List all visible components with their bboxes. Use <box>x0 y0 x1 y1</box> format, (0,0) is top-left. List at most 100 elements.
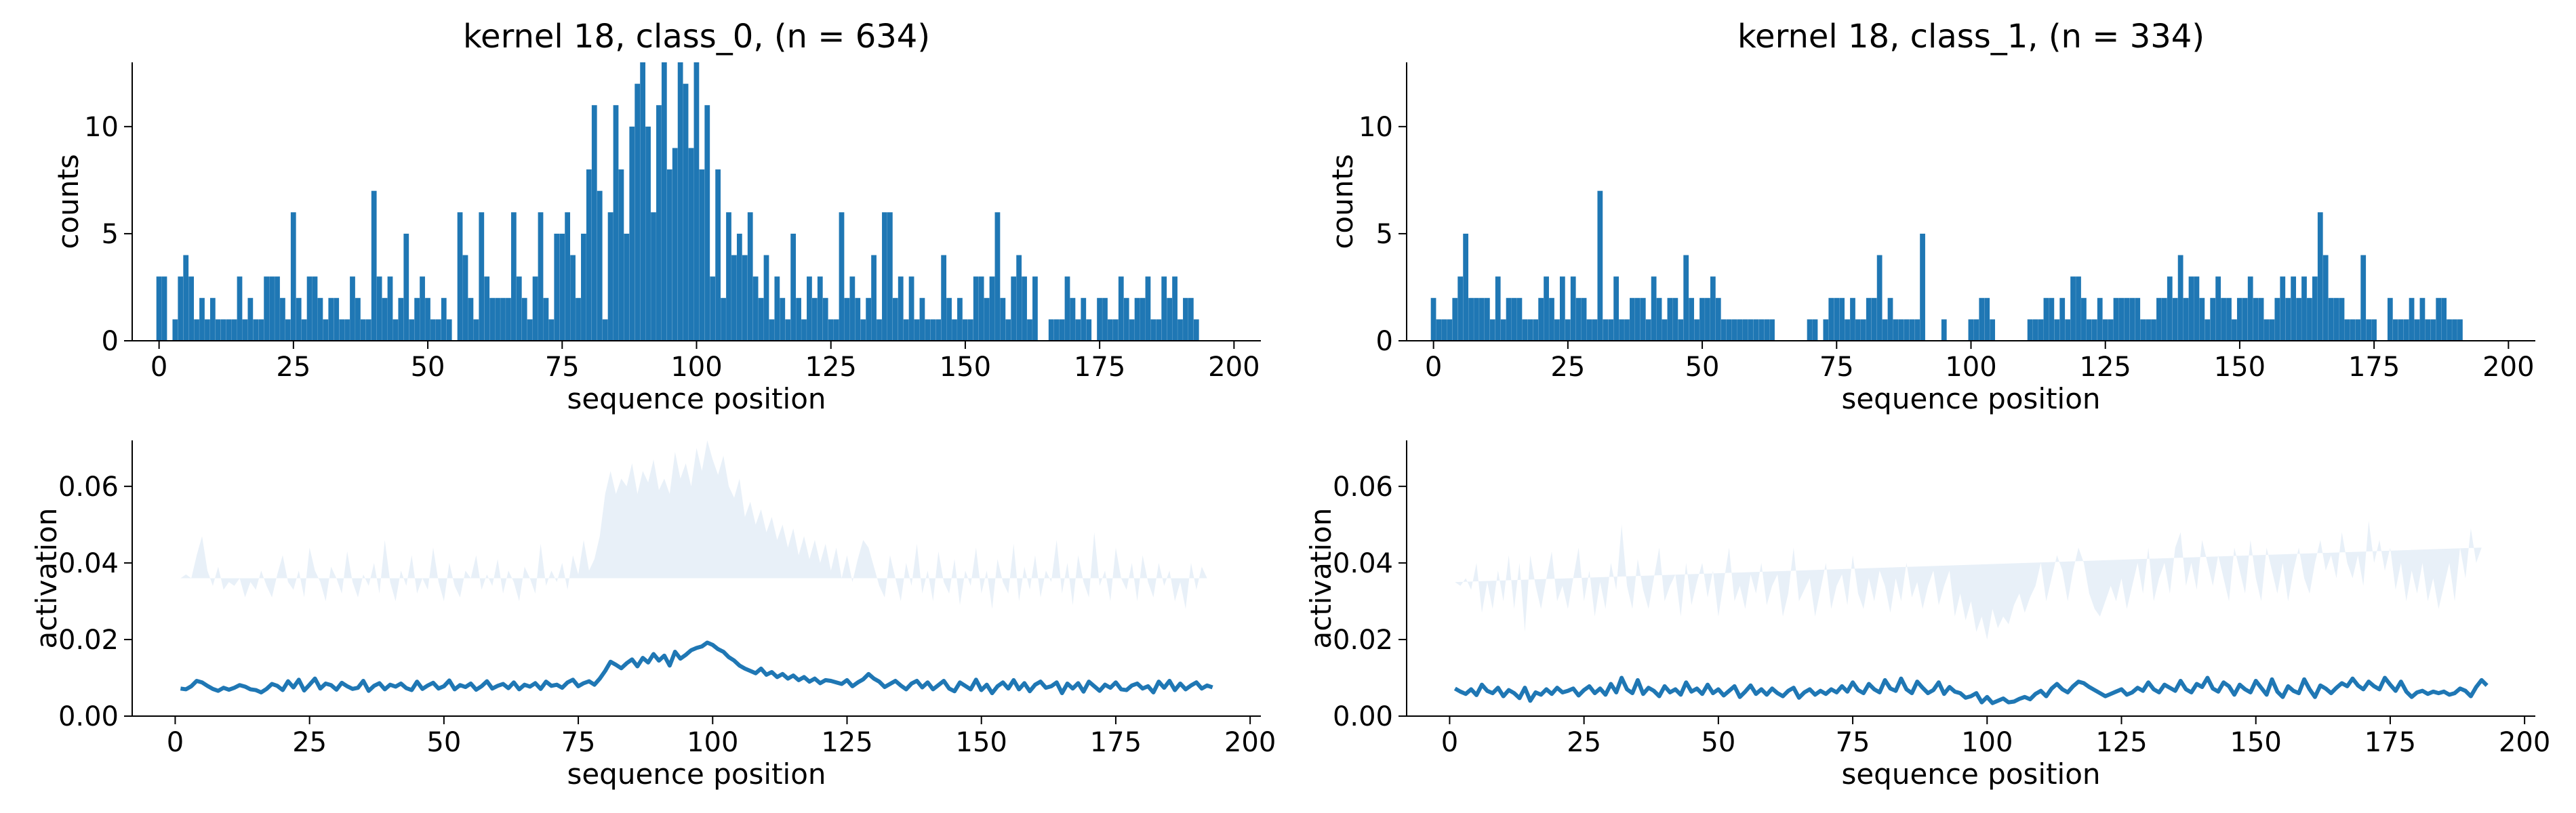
bar <box>844 297 850 341</box>
bar <box>994 212 1001 341</box>
bar <box>2054 319 2060 341</box>
bar <box>2307 297 2312 341</box>
bar <box>1845 319 1850 341</box>
bar <box>1081 297 1087 341</box>
bar <box>624 233 630 341</box>
bar <box>1064 276 1070 341</box>
bar <box>2371 319 2377 341</box>
bar <box>306 276 313 341</box>
bar <box>409 319 415 341</box>
chart-panel-1: 0 25 50 75 100 125 150 175 200 0 5 10 kernel 18, cla… <box>1326 18 2535 415</box>
bar <box>2301 276 2307 341</box>
bar <box>355 297 361 341</box>
bar <box>2457 319 2463 341</box>
bar <box>1161 276 1167 341</box>
bar <box>1053 319 1060 341</box>
bar <box>892 297 898 341</box>
bar <box>651 212 656 341</box>
x-tick-label: 25 <box>1550 352 1585 383</box>
bar <box>1145 276 1151 341</box>
bar <box>2328 297 2334 341</box>
bar <box>226 319 232 341</box>
bar <box>188 276 195 341</box>
bar <box>2447 319 2452 341</box>
bar <box>1575 297 1582 341</box>
bar <box>957 297 963 341</box>
bar <box>548 319 555 341</box>
x-tick-label: 100 <box>687 727 738 758</box>
bar <box>350 276 355 341</box>
bar <box>393 319 399 341</box>
x-tick-label: 125 <box>805 352 857 383</box>
bar <box>1489 319 1495 341</box>
bar <box>871 255 877 341</box>
bar <box>877 319 882 341</box>
bar <box>774 276 780 341</box>
bar <box>925 319 931 341</box>
bar <box>183 255 189 341</box>
bar <box>887 212 893 341</box>
bar <box>2188 276 2194 341</box>
bar <box>1506 297 1512 341</box>
bar <box>618 169 624 341</box>
bar <box>1463 233 1469 341</box>
bar <box>1737 319 1743 341</box>
bar <box>1086 319 1092 341</box>
y-tick-label: 0.06 <box>58 472 119 503</box>
bar <box>2366 319 2372 341</box>
bar <box>1968 319 1974 341</box>
bar <box>2322 255 2329 341</box>
mean-line <box>1453 675 2489 705</box>
bar <box>758 297 764 341</box>
bar <box>790 233 797 341</box>
bar <box>1694 319 1699 341</box>
bar <box>1565 319 1571 341</box>
y-axis-label: activation <box>1304 507 1337 648</box>
bar <box>414 297 420 341</box>
bar <box>935 319 942 341</box>
bar <box>1022 276 1027 341</box>
y-axis-label: counts <box>1326 154 1359 249</box>
bar <box>2097 297 2103 341</box>
bar <box>1027 319 1032 341</box>
bar <box>736 233 742 341</box>
bar <box>2436 297 2442 341</box>
x-tick-label: 200 <box>2482 352 2534 383</box>
bar <box>1710 276 1716 341</box>
y-tick-label: 0 <box>1376 326 1393 357</box>
bar <box>1855 319 1861 341</box>
bar <box>2258 297 2264 341</box>
bar <box>1898 319 1904 341</box>
bar <box>398 297 404 341</box>
x-tick-label: 125 <box>2080 352 2131 383</box>
bar <box>468 297 474 341</box>
y-tick-label: 10 <box>84 112 119 143</box>
bar <box>1726 319 1732 341</box>
bar <box>1005 319 1011 341</box>
bar <box>161 276 167 341</box>
bar <box>554 233 560 341</box>
bar <box>565 212 571 341</box>
bar <box>1468 297 1474 341</box>
bar <box>334 297 340 341</box>
bar <box>2253 297 2259 341</box>
bar <box>1882 319 1888 341</box>
x-tick-label: 25 <box>1567 727 1601 758</box>
bar <box>1758 319 1765 341</box>
bar <box>382 297 388 341</box>
bar <box>2070 276 2076 341</box>
bar <box>1603 319 1609 341</box>
y-tick-label: 0.04 <box>58 548 119 579</box>
bar <box>1656 297 1662 341</box>
bar <box>1457 276 1464 341</box>
bar <box>2441 297 2447 341</box>
bar <box>967 319 973 341</box>
bar <box>2140 319 2146 341</box>
bar <box>360 319 366 341</box>
x-tick-label: 50 <box>426 727 461 758</box>
bar <box>607 212 613 341</box>
x-tick-label: 0 <box>1441 727 1458 758</box>
bar <box>2032 319 2038 341</box>
bar <box>2317 212 2323 341</box>
bar <box>1570 276 1576 341</box>
